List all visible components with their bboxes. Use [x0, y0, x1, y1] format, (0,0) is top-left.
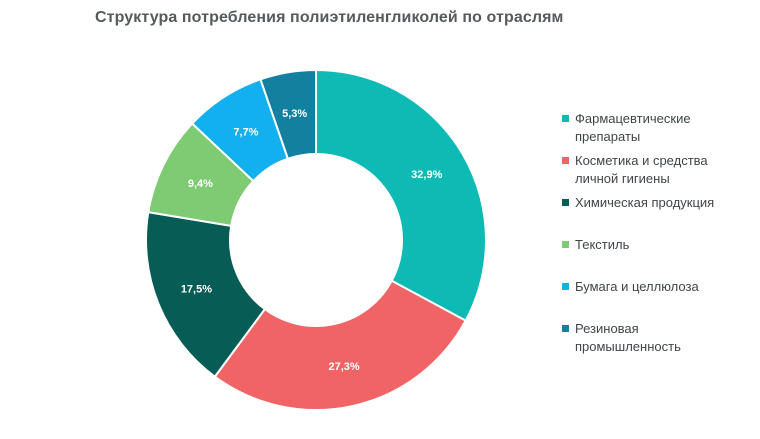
slice-data-label: 27,3% — [329, 361, 360, 373]
donut-slice-3 — [145, 210, 267, 379]
legend-swatch — [562, 157, 569, 164]
legend-item: Косметика и средства личной гигиены — [562, 152, 757, 188]
donut-slice-1 — [315, 68, 487, 323]
legend-label: Фармацевтические препараты — [575, 111, 691, 144]
legend-swatch — [562, 115, 569, 122]
slice-data-label: 7,7% — [233, 127, 258, 139]
legend-swatch — [562, 199, 569, 206]
chart-title: Структура потребления полиэтиленгликолей… — [95, 9, 564, 26]
legend-label: Резиновая промышленность — [575, 321, 681, 354]
donut-slice-6 — [259, 68, 317, 160]
slice-data-label: 32,9% — [411, 169, 442, 181]
legend-label: Химическая продукция — [575, 195, 715, 210]
slice-data-label: 9,4% — [188, 178, 213, 190]
legend-item: Фармацевтические препараты — [562, 110, 757, 146]
legend-item: Бумага и целлюлоза — [562, 278, 757, 296]
legend-item: Текстиль — [562, 236, 757, 254]
legend-item: Химическая продукция — [562, 194, 757, 212]
legend-swatch — [562, 241, 569, 248]
legend-label: Косметика и средства личной гигиены — [575, 153, 708, 186]
legend-item: Резиновая промышленность — [562, 320, 757, 356]
legend-label: Бумага и целлюлоза — [575, 279, 699, 294]
slice-data-label: 17,5% — [181, 283, 212, 295]
legend-label: Текстиль — [575, 237, 630, 252]
legend-swatch — [562, 283, 569, 290]
slice-data-label: 5,3% — [282, 108, 307, 120]
legend-swatch — [562, 325, 569, 332]
donut-slice-2 — [213, 279, 468, 411]
